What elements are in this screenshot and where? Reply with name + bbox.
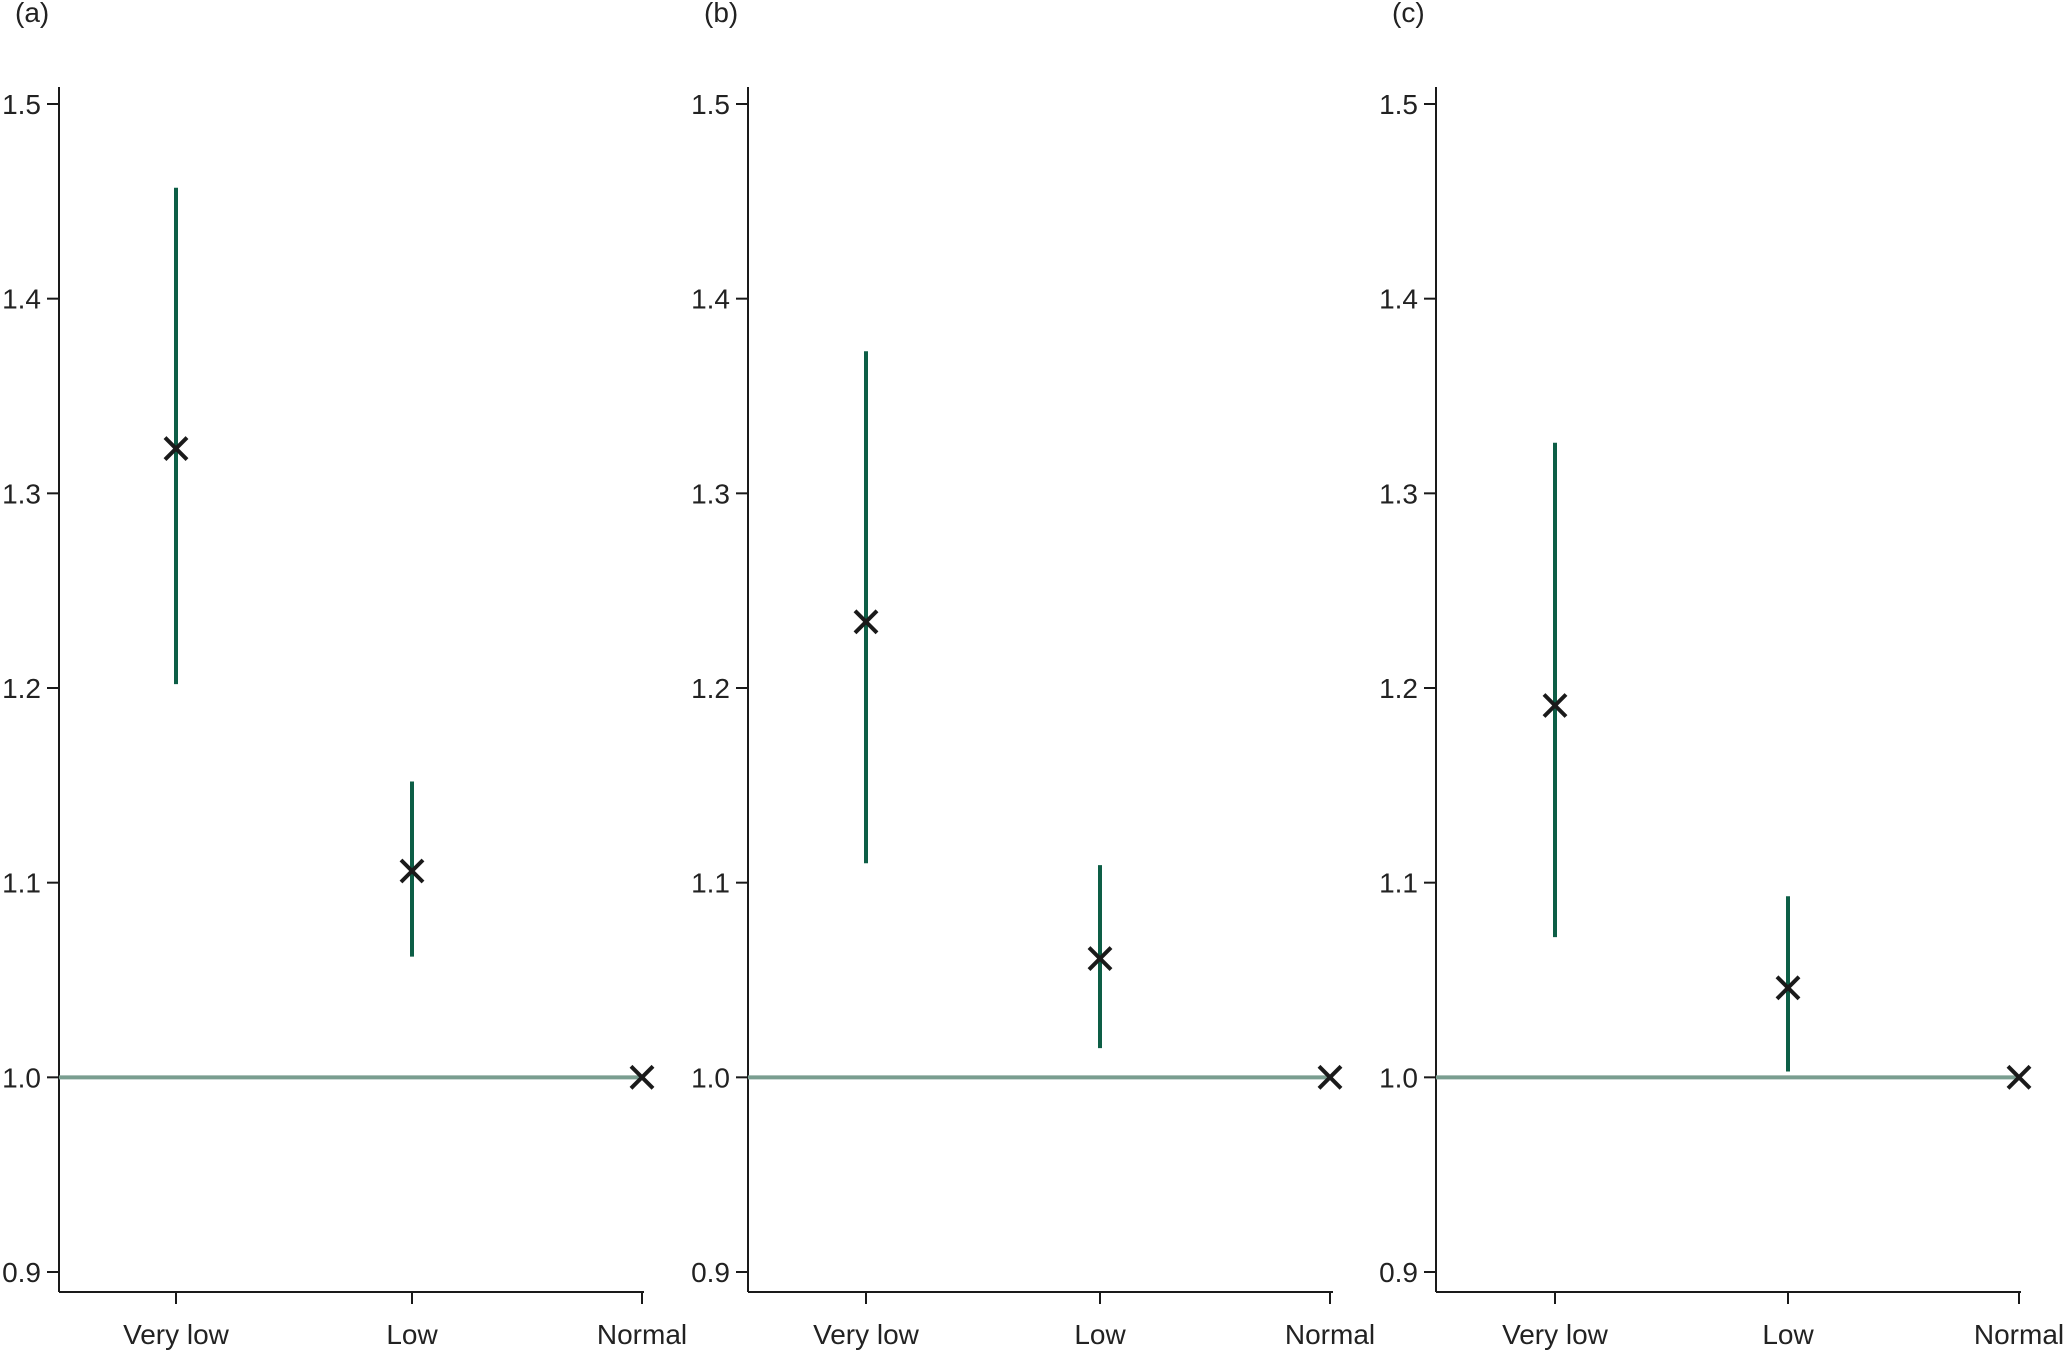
y-tick-label: 1.3 bbox=[2, 478, 41, 509]
y-tick-label: 1.5 bbox=[2, 89, 41, 120]
x-tick-label: Normal bbox=[597, 1319, 687, 1350]
y-tick-label: 1.0 bbox=[1379, 1062, 1418, 1093]
x-tick-label: Very low bbox=[813, 1319, 920, 1350]
y-tick-label: 1.4 bbox=[2, 284, 41, 315]
panel-label: (a) bbox=[15, 0, 49, 28]
panel-2: (c) 0.9 1.0 1.1 1.2 1.3 1.4 1.5 Very low Low Norma… bbox=[1379, 0, 2064, 1350]
y-tick-label: 1.1 bbox=[691, 868, 730, 899]
x-tick-label: Low bbox=[1074, 1319, 1126, 1350]
marker-stroke bbox=[853, 609, 879, 635]
estimate-marker bbox=[629, 1064, 655, 1090]
y-tick-label: 1.2 bbox=[2, 673, 41, 704]
estimate-marker bbox=[1542, 693, 1568, 718]
y-tick-label: 1.0 bbox=[2, 1062, 41, 1093]
marker-stroke bbox=[1087, 946, 1113, 972]
estimate-marker bbox=[1775, 975, 1801, 1001]
panel-label: (c) bbox=[1392, 0, 1425, 28]
estimate-marker bbox=[1317, 1064, 1343, 1090]
estimate-marker bbox=[2006, 1064, 2032, 1090]
x-tick-label: Very low bbox=[1502, 1319, 1609, 1350]
estimate-marker bbox=[1087, 946, 1113, 972]
estimate-marker bbox=[399, 858, 425, 884]
y-tick-label: 1.5 bbox=[1379, 89, 1418, 120]
x-tick-label: Very low bbox=[123, 1319, 230, 1350]
y-tick-label: 1.2 bbox=[691, 673, 730, 704]
panel-1: (b) 0.9 1.0 1.1 1.2 1.3 1.4 1.5 Very low Low Norma… bbox=[691, 0, 1375, 1350]
y-tick-label: 1.1 bbox=[2, 868, 41, 899]
y-tick-label: 0.9 bbox=[691, 1257, 730, 1288]
marker-stroke bbox=[2006, 1064, 2032, 1090]
y-tick-label: 1.4 bbox=[1379, 284, 1418, 315]
x-tick-label: Low bbox=[386, 1319, 438, 1350]
x-tick-label: Normal bbox=[1974, 1319, 2064, 1350]
y-tick-label: 1.0 bbox=[691, 1062, 730, 1093]
x-tick-label: Normal bbox=[1285, 1319, 1375, 1350]
panel-0: (a) 0.9 1.0 1.1 1.2 1.3 1.4 1.5 Very low Low Norma… bbox=[2, 0, 687, 1350]
marker-stroke bbox=[399, 858, 425, 884]
y-tick-label: 1.2 bbox=[1379, 673, 1418, 704]
estimate-marker bbox=[853, 609, 879, 635]
marker-stroke bbox=[1775, 975, 1801, 1001]
y-tick-label: 1.4 bbox=[691, 284, 730, 315]
x-tick-label: Low bbox=[1762, 1319, 1814, 1350]
panel-label: (b) bbox=[704, 0, 738, 28]
estimate-marker bbox=[163, 436, 189, 461]
y-tick-label: 1.3 bbox=[1379, 478, 1418, 509]
marker-stroke bbox=[1542, 693, 1568, 718]
marker-stroke bbox=[163, 436, 189, 461]
y-tick-label: 1.1 bbox=[1379, 868, 1418, 899]
y-tick-label: 0.9 bbox=[2, 1257, 41, 1288]
marker-stroke bbox=[1317, 1064, 1343, 1090]
y-tick-label: 0.9 bbox=[1379, 1257, 1418, 1288]
marker-stroke bbox=[629, 1064, 655, 1090]
y-tick-label: 1.5 bbox=[691, 89, 730, 120]
y-tick-label: 1.3 bbox=[691, 478, 730, 509]
